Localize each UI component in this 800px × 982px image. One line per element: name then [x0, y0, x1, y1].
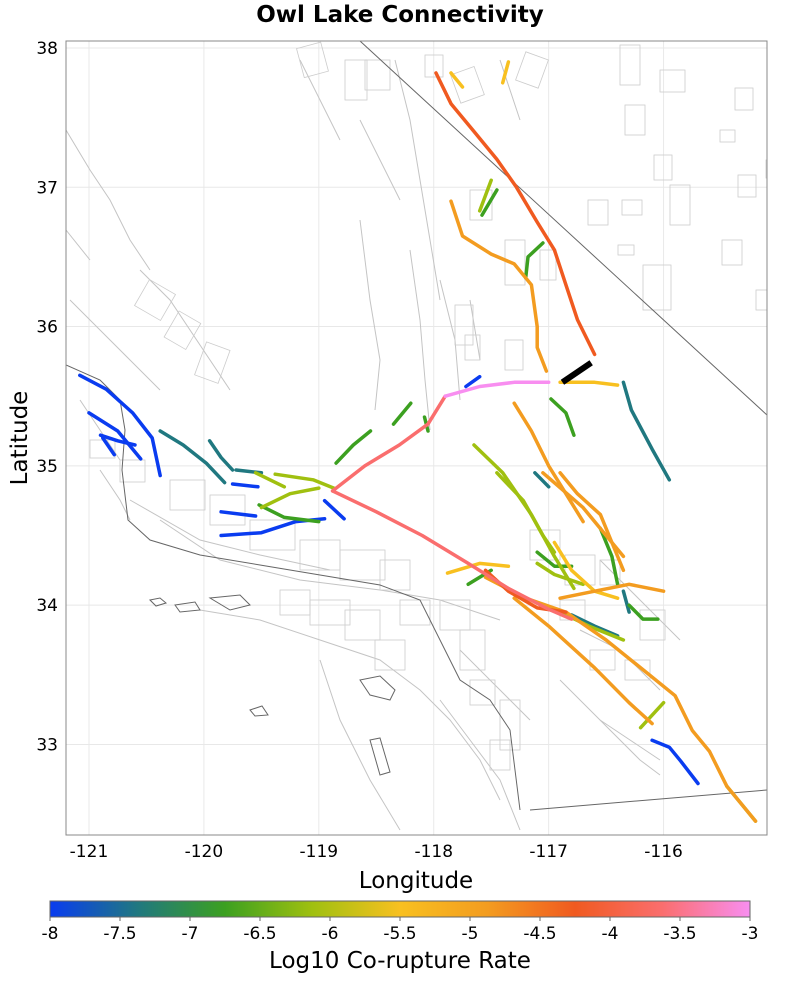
rupture-segment [257, 503, 321, 524]
y-axis-ticks: 33 34 35 36 37 38 [36, 39, 58, 755]
rupture-segment [443, 380, 551, 398]
y-tick-label: 36 [36, 318, 58, 338]
owl-lake-source-fault [560, 360, 593, 385]
rupture-segment [101, 436, 117, 457]
x-tick-label: -117 [529, 842, 568, 862]
colorbar [49, 900, 751, 918]
rupture-segment [627, 603, 660, 621]
rupture-segment [98, 433, 137, 447]
rupture-lines [78, 60, 758, 823]
rupture-segment [230, 482, 260, 489]
colorbar-tick-label: -8 [42, 924, 59, 944]
rupture-segment [569, 613, 620, 638]
y-tick-label: 34 [36, 596, 58, 616]
plot-area [66, 41, 767, 835]
rupture-segment [445, 561, 511, 575]
rupture-segment [273, 472, 336, 490]
rupture-segment [598, 526, 620, 587]
rupture-segment [500, 60, 511, 85]
colorbar-title: Log10 Co-rupture Rate [269, 948, 531, 974]
rupture-segment [638, 700, 666, 730]
rupture-segment [207, 439, 235, 472]
rupture-segment [541, 471, 626, 559]
rupture-segment [535, 561, 585, 587]
background-faults [66, 41, 767, 831]
colorbar-tick-label: -7.5 [103, 924, 136, 944]
colorbar-tick-label: -4.5 [523, 924, 556, 944]
rupture-segment [558, 380, 620, 387]
y-tick-label: 38 [36, 39, 58, 59]
rupture-segment [552, 540, 620, 600]
rupture-segment [449, 199, 549, 373]
rupture-segment [512, 596, 654, 726]
rupture-segment [650, 738, 700, 786]
x-tick-label: -120 [185, 842, 224, 862]
colorbar-tick-label: -3.5 [663, 924, 696, 944]
rupture-segment [322, 498, 346, 521]
rupture-segment [558, 471, 626, 573]
y-axis-title: Latitude [7, 391, 33, 486]
colorbar-tick-label: -6 [322, 924, 339, 944]
rupture-segment [621, 589, 631, 614]
rupture-segment [523, 241, 545, 280]
x-axis-title: Longitude [359, 868, 473, 894]
colorbar-tick-label: -6.5 [243, 924, 276, 944]
rupture-segment [158, 429, 227, 485]
rupture-segment [253, 471, 287, 489]
x-axis-ticks: -121 -120 -119 -118 -117 -116 [70, 842, 683, 862]
grid-lines [66, 41, 767, 835]
rupture-segment [535, 550, 574, 568]
rupture-segment [259, 486, 321, 510]
colorbar-ticks: -8 -7.5 -7 -6.5 -6 -5.5 -5 -4.5 -4 -3.5 -3 [42, 917, 759, 944]
rupture-segment [330, 394, 447, 493]
x-tick-label: -121 [70, 842, 109, 862]
rupture-segment [464, 374, 482, 389]
rupture-segment [621, 380, 672, 482]
rupture-segment [480, 188, 499, 217]
colorbar-tick-label: -4 [602, 924, 619, 944]
colorbar-tick-label: -3 [742, 924, 759, 944]
rupture-segment [483, 575, 758, 823]
rupture-segment [495, 471, 557, 554]
colorbar-tick-label: -7 [182, 924, 199, 944]
rupture-segment [334, 429, 373, 465]
x-tick-label: -119 [300, 842, 339, 862]
rupture-segment [533, 471, 551, 489]
y-tick-label: 35 [36, 457, 58, 477]
rupture-segment [391, 401, 413, 426]
rupture-segment [558, 582, 666, 600]
rupture-segment [87, 411, 143, 461]
map-title: Owl Lake Connectivity [256, 2, 544, 28]
colorbar-tick-label: -5 [462, 924, 479, 944]
rupture-segment [219, 510, 258, 518]
rupture-segment [449, 71, 465, 89]
x-tick-label: -116 [644, 842, 683, 862]
plot-frame [65, 40, 768, 836]
rupture-segment [477, 178, 493, 213]
y-tick-label: 33 [36, 735, 58, 755]
rupture-segment [512, 401, 585, 524]
x-tick-label: -118 [414, 842, 453, 862]
rupture-segment [434, 71, 597, 357]
rupture-segment [330, 489, 574, 621]
rupture-segment [549, 397, 576, 437]
y-tick-label: 37 [36, 178, 58, 198]
rupture-segment [78, 373, 162, 478]
colorbar-tick-label: -5.5 [383, 924, 416, 944]
